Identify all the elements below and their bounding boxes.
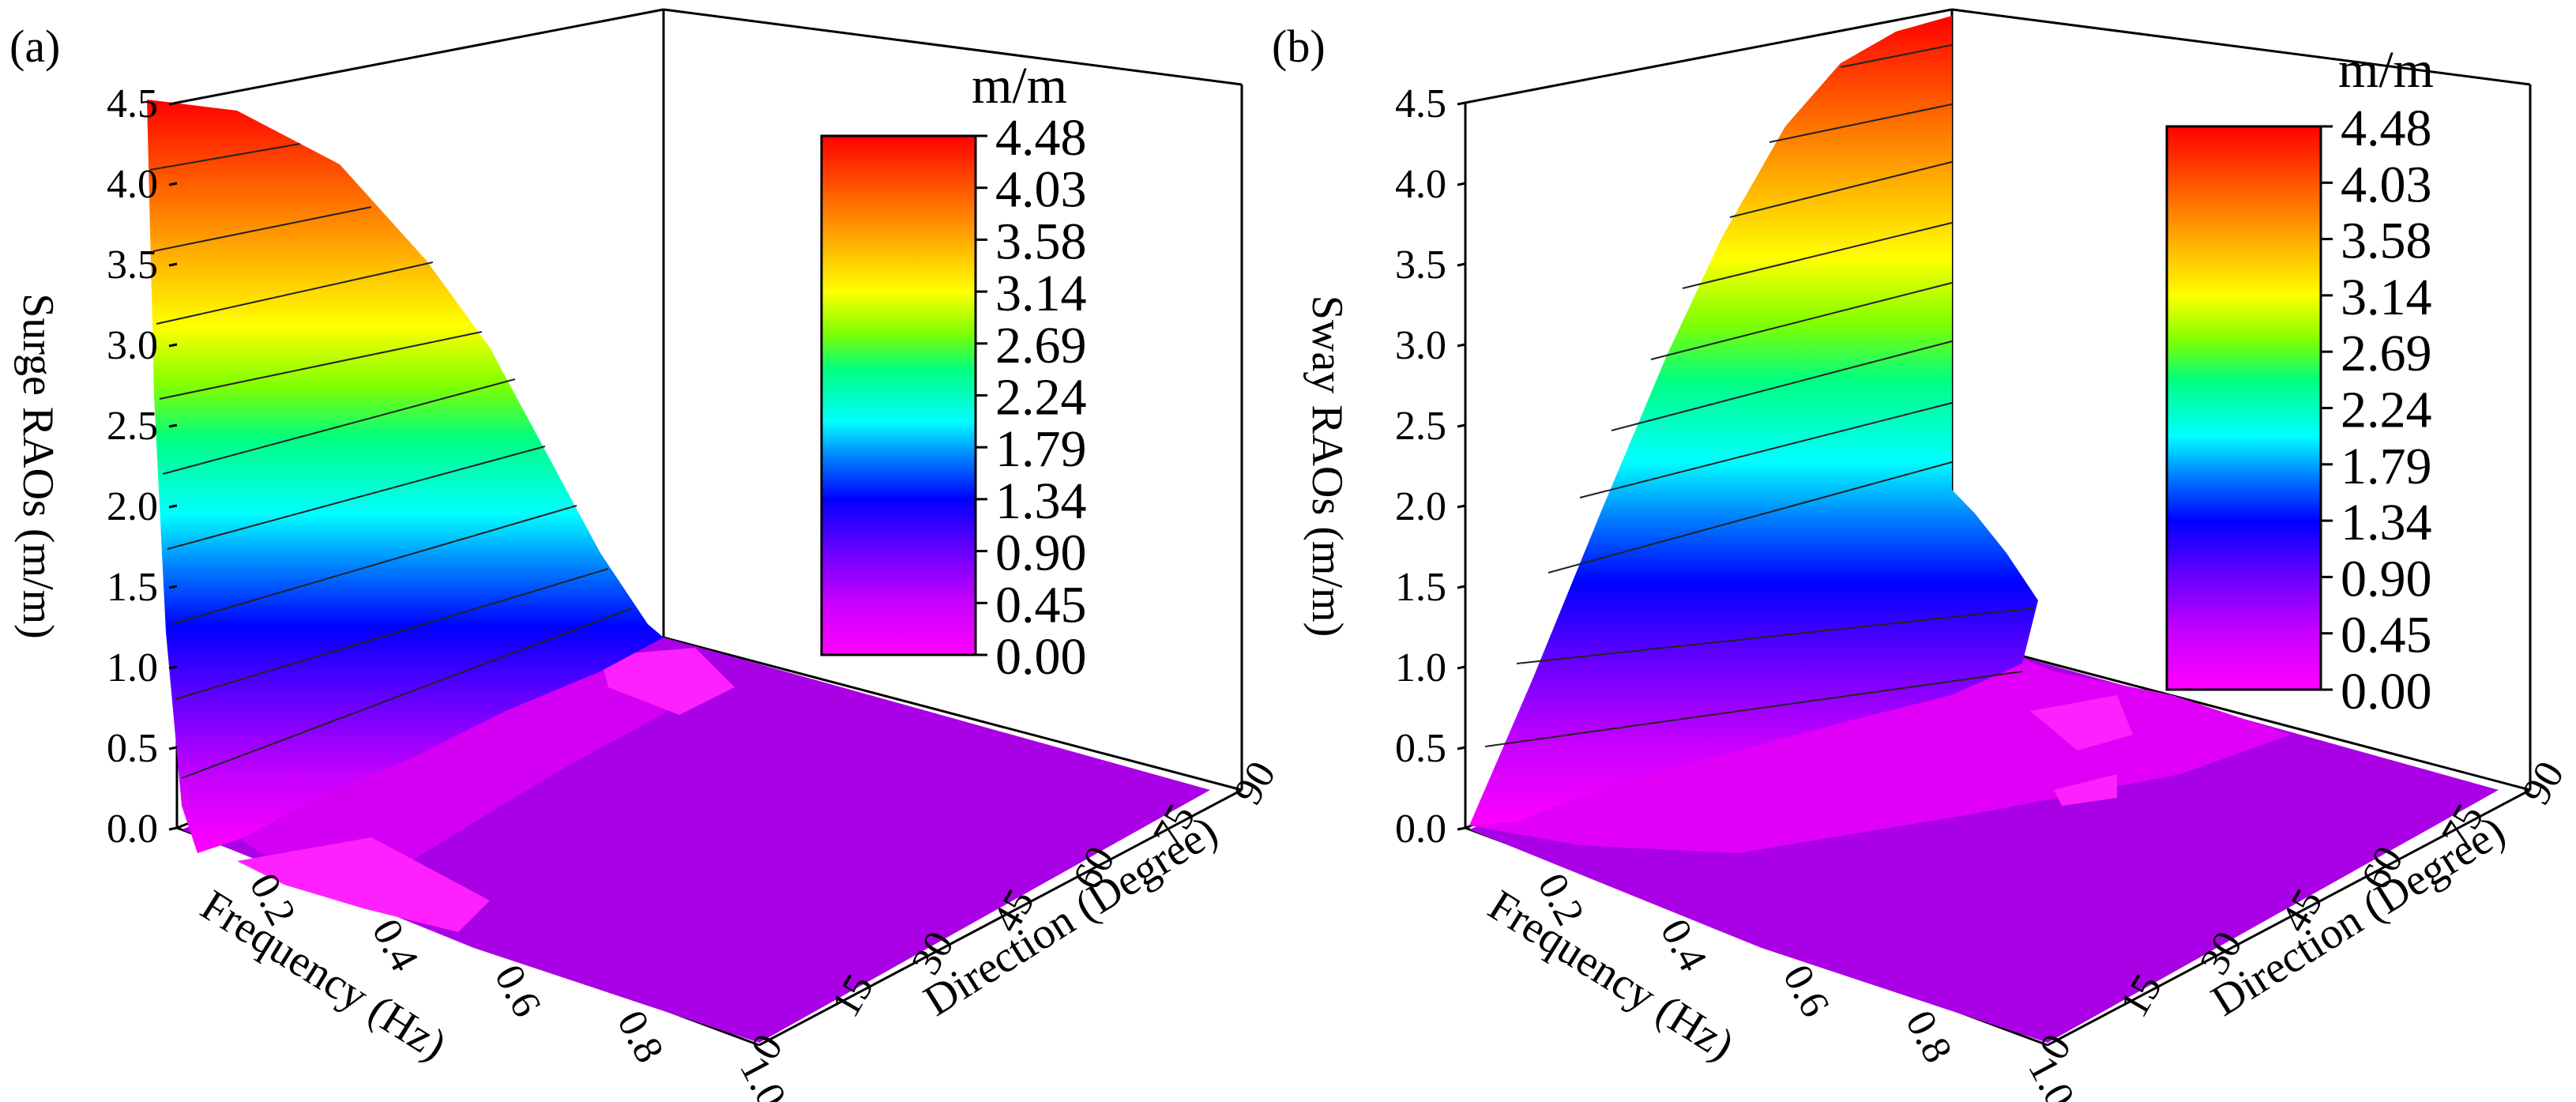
colorbar-tick-label: 0.90 <box>995 525 1087 582</box>
z-tick-label: 4.0 <box>1395 162 1446 207</box>
colorbar-tick-label: 3.14 <box>995 265 1087 322</box>
colorbar-tick-label: 4.48 <box>2341 100 2432 157</box>
z-tick-label: 3.0 <box>107 323 158 368</box>
z-tick-label: 2.5 <box>1395 404 1446 449</box>
z-tick-label: 4.5 <box>107 81 158 126</box>
colorbar <box>820 134 977 656</box>
panel-b: (b) <box>1272 8 2573 1102</box>
surface-near-zero-patch <box>2030 695 2133 750</box>
panel-label: (b) <box>1272 21 1326 72</box>
z-tick-label: 0.0 <box>1395 807 1446 852</box>
z-axis-label: Surge RAOs (m/m) <box>13 293 62 639</box>
colorbar-tick-marks <box>2321 125 2333 691</box>
z-tick-mark <box>1457 826 1466 831</box>
contour-lines <box>149 143 633 779</box>
z-tick-marks <box>168 101 178 831</box>
z-tick-labels: 0.0 0.5 1.0 1.5 2.0 2.5 3.0 3.5 4.0 4.5 <box>1395 81 1446 852</box>
colorbar-tick-label: 3.58 <box>2341 213 2432 270</box>
colorbar-tick-label: 1.79 <box>995 420 1087 478</box>
panel-a: (a) <box>9 8 1284 1102</box>
colorbar-tick-label: 0.90 <box>2341 550 2432 607</box>
z-tick-mark <box>168 504 178 509</box>
z-tick-mark <box>168 585 178 589</box>
z-tick-label: 2.0 <box>107 484 158 529</box>
colorbar-tick-label: 1.79 <box>2341 438 2432 495</box>
z-tick-mark <box>168 182 178 186</box>
z-tick-mark <box>1457 423 1466 428</box>
surface <box>147 100 1210 1043</box>
z-tick-label: 1.5 <box>1395 565 1446 610</box>
colorbar-tick-label: 0.45 <box>995 576 1087 634</box>
z-tick-mark <box>1457 262 1466 267</box>
z-tick-label: 4.0 <box>107 162 158 207</box>
colorbar <box>2165 125 2322 691</box>
z-tick-mark <box>1457 101 1466 106</box>
z-tick-label: 2.0 <box>1395 484 1446 529</box>
z-tick-label: 3.5 <box>107 243 158 288</box>
colorbar-tick-label: 2.24 <box>995 369 1087 427</box>
colorbar-tick-label: 2.24 <box>2341 382 2432 439</box>
colorbar-tick-labels: 4.484.033.583.142.692.241.791.340.900.45… <box>2341 100 2432 720</box>
colorbar-tick-label: 0.00 <box>2341 663 2432 720</box>
colorbar-tick-label: 4.03 <box>995 161 1087 219</box>
z-tick-mark <box>168 826 178 831</box>
colorbar-tick-label: 2.69 <box>2341 325 2432 382</box>
z-tick-label: 1.0 <box>107 645 158 690</box>
colorbar-tick-label: 0.00 <box>995 628 1087 686</box>
z-tick-mark <box>1457 585 1466 589</box>
z-tick-mark <box>168 101 178 106</box>
surface-near-zero-patch <box>2054 774 2117 806</box>
surface-low-region <box>1469 632 2291 853</box>
colorbar-unit: m/m <box>2338 41 2434 99</box>
colorbar-tick-label: 4.48 <box>995 109 1087 167</box>
colorbar-tick-marks <box>976 134 987 656</box>
z-tick-mark <box>1457 504 1466 509</box>
contour-lines <box>1484 44 2035 747</box>
z-tick-mark <box>168 423 178 428</box>
z-tick-labels: 0.0 0.5 1.0 1.5 2.0 2.5 3.0 3.5 4.0 4.5 <box>107 81 158 852</box>
z-tick-mark <box>1457 665 1466 670</box>
colorbar-tick-label: 2.69 <box>995 317 1087 374</box>
z-tick-label: 4.5 <box>1395 81 1446 126</box>
z-tick-label: 0.5 <box>107 726 158 771</box>
z-tick-label: 2.5 <box>107 404 158 449</box>
colorbar-tick-labels: 4.484.033.583.142.692.241.791.340.900.45… <box>995 109 1087 686</box>
panel-label: (a) <box>9 21 60 72</box>
z-tick-label: 3.5 <box>1395 243 1446 288</box>
z-tick-mark <box>1457 343 1466 348</box>
z-tick-mark <box>168 746 178 750</box>
surface-near-zero-patch <box>600 648 735 715</box>
z-tick-mark <box>1457 182 1466 186</box>
z-tick-label: 1.5 <box>107 565 158 610</box>
z-tick-mark <box>168 262 178 267</box>
x-tick-label: 0.8 <box>1897 1003 1961 1070</box>
y-tick-label: 90 <box>2514 754 2573 812</box>
surface-near-zero-patch <box>237 837 490 932</box>
z-tick-label: 0.0 <box>107 807 158 852</box>
z-tick-mark <box>168 343 178 348</box>
z-tick-label: 3.0 <box>1395 323 1446 368</box>
colorbar-tick-label: 4.03 <box>2341 156 2432 213</box>
colorbar-unit: m/m <box>972 57 1067 115</box>
z-tick-label: 1.0 <box>1395 645 1446 690</box>
surface-peak-ridge <box>147 100 664 853</box>
colorbar-tick-label: 1.34 <box>995 472 1087 530</box>
z-tick-mark <box>1457 746 1466 750</box>
y-tick-label: 90 <box>1225 754 1284 812</box>
z-tick-marks <box>1457 101 1466 831</box>
colorbar-tick-label: 1.34 <box>2341 494 2432 551</box>
colorbar-tick-label: 3.14 <box>2341 269 2432 326</box>
z-axis-label: Sway RAOs (m/m) <box>1303 295 1352 637</box>
z-tick-label: 0.5 <box>1395 726 1446 771</box>
colorbar-tick-label: 3.58 <box>995 213 1087 270</box>
colorbar-tick-label: 0.45 <box>2341 607 2432 664</box>
x-tick-label: 0.8 <box>608 1003 672 1070</box>
z-tick-mark <box>168 665 178 670</box>
